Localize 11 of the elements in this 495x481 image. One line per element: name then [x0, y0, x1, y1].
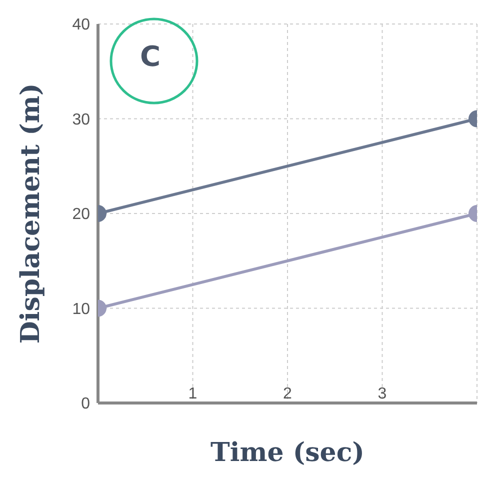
- y-axis-title: Displacement (m): [16, 83, 46, 344]
- annotation: C: [140, 40, 161, 73]
- x-tick-label: 1: [188, 385, 198, 402]
- x-tick-label: 2: [283, 385, 292, 402]
- y-tick-label: 10: [72, 300, 90, 318]
- x-tick-label: 3: [378, 385, 387, 402]
- y-tick-label: 30: [72, 111, 90, 128]
- y-tick-label: 20: [72, 206, 90, 224]
- y-tick-label: 40: [72, 16, 90, 34]
- x-axis-title: Time (sec): [210, 438, 364, 468]
- y-tick-label: 0: [81, 396, 90, 413]
